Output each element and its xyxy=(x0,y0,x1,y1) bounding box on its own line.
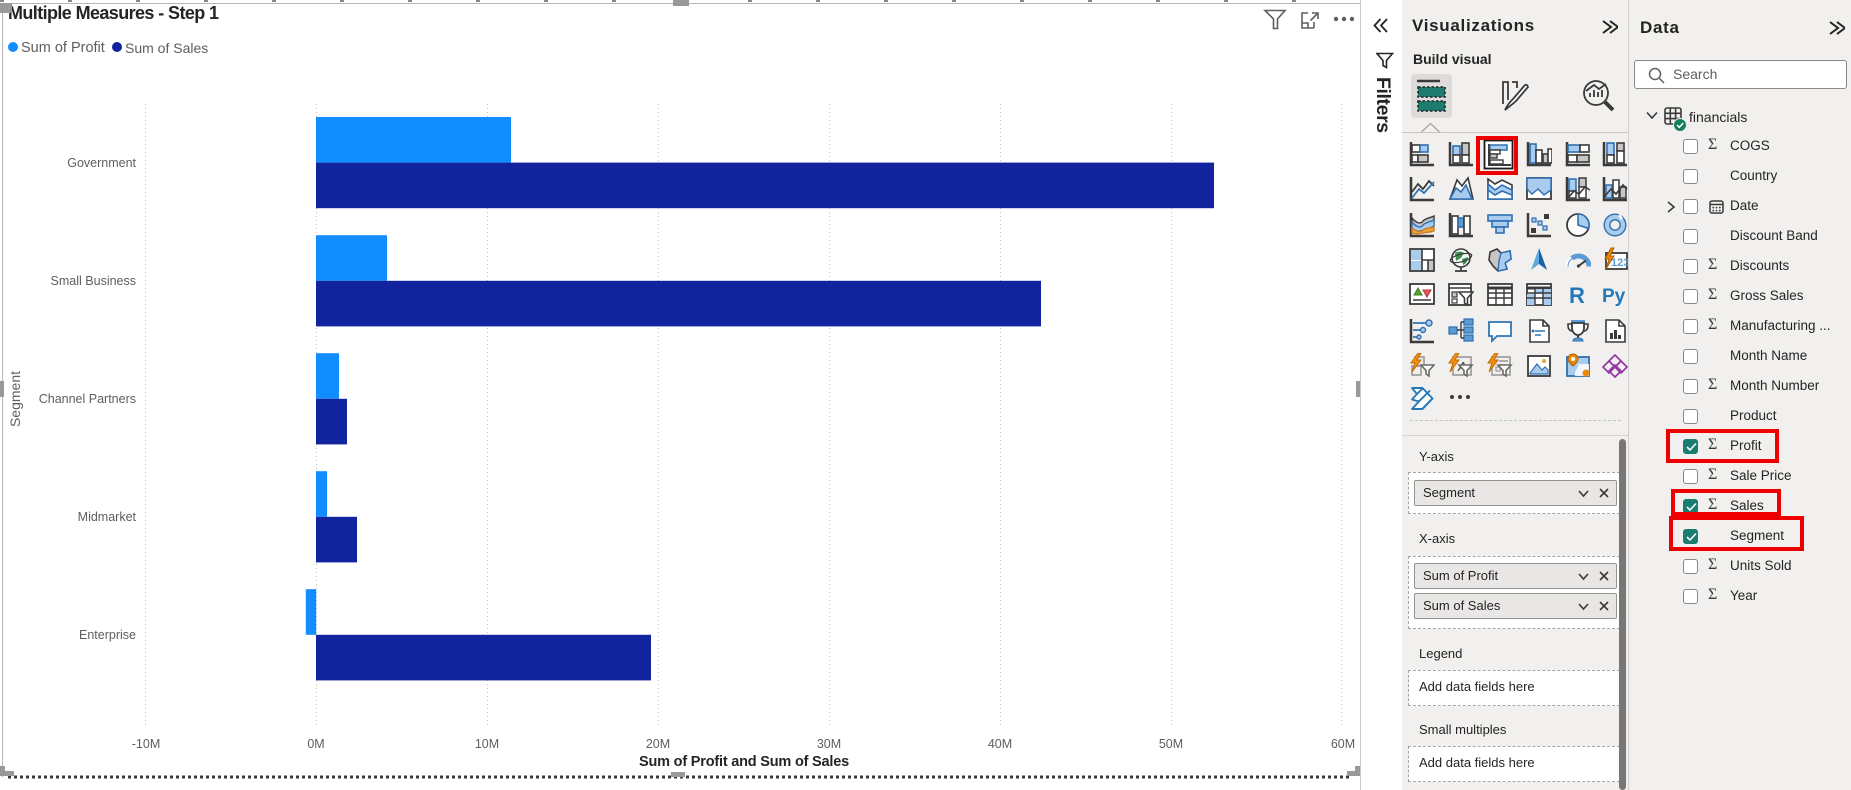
svg-text:Py: Py xyxy=(1602,286,1626,307)
svg-text:R: R xyxy=(1569,283,1585,308)
svg-text:123: 123 xyxy=(1611,257,1628,269)
